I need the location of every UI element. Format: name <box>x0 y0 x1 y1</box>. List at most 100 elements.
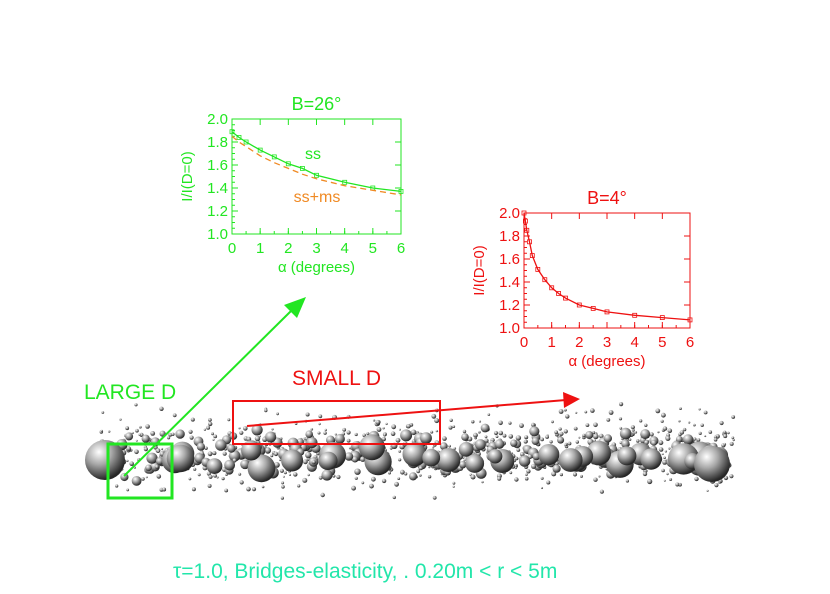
particle <box>101 411 105 414</box>
particle <box>564 443 567 447</box>
particle <box>606 418 611 422</box>
particle <box>334 433 345 444</box>
particle <box>150 431 156 436</box>
data-point <box>523 218 528 224</box>
particle <box>213 434 218 439</box>
particle <box>281 481 285 485</box>
particle <box>634 431 638 434</box>
particle <box>276 412 279 416</box>
particle <box>660 419 664 423</box>
particle <box>682 427 687 432</box>
particle <box>206 458 223 474</box>
y-tick-label: 1.0 <box>207 226 228 243</box>
data-point <box>398 188 404 194</box>
particle <box>529 426 540 437</box>
particle <box>666 472 669 476</box>
particle <box>143 447 148 452</box>
particle <box>307 473 310 477</box>
particle <box>167 436 171 440</box>
particle <box>617 446 637 466</box>
particle <box>162 487 167 492</box>
particle <box>145 424 150 429</box>
particle <box>723 430 727 434</box>
particle <box>459 461 467 469</box>
particle <box>288 473 292 476</box>
x-tick-label: 0 <box>228 240 236 257</box>
particle <box>346 438 351 443</box>
data-point <box>549 285 555 291</box>
particle <box>135 439 138 442</box>
particle <box>599 433 604 439</box>
particle <box>154 464 159 469</box>
data-point <box>590 305 596 311</box>
particle <box>698 431 702 435</box>
x-tick-label: 2 <box>284 240 292 257</box>
particle <box>247 454 276 483</box>
particle-ring-band <box>85 402 736 500</box>
x-tick-label: 3 <box>312 240 320 257</box>
particle <box>449 418 453 422</box>
particle <box>696 438 701 442</box>
particle <box>203 428 207 431</box>
particle <box>585 431 594 439</box>
particle <box>131 476 142 486</box>
particle <box>157 449 160 453</box>
particle <box>189 435 194 440</box>
particle <box>448 444 451 448</box>
plot-frame <box>231 118 402 235</box>
particle <box>723 475 729 481</box>
particle <box>658 440 664 446</box>
particle <box>593 477 598 482</box>
particle <box>508 421 512 425</box>
particle <box>678 482 682 487</box>
particle <box>510 439 518 447</box>
particle <box>212 451 217 456</box>
particle <box>115 484 119 488</box>
data-point <box>342 179 348 185</box>
particle <box>473 432 478 438</box>
particle <box>682 434 694 445</box>
particle <box>318 475 323 480</box>
data-point <box>257 147 263 153</box>
particle <box>246 436 252 442</box>
particle <box>618 417 623 421</box>
particle <box>228 450 241 462</box>
particle <box>410 429 417 436</box>
particle <box>161 447 164 451</box>
particle <box>372 419 376 422</box>
particle <box>196 442 205 451</box>
particle <box>723 434 728 439</box>
particle <box>371 476 376 482</box>
particle <box>495 435 499 438</box>
particle <box>251 487 257 492</box>
particle <box>461 433 469 441</box>
data-point <box>285 161 291 167</box>
particle <box>409 472 418 481</box>
particle <box>668 447 671 450</box>
particle <box>139 432 144 437</box>
particle <box>619 426 623 430</box>
particle <box>573 426 578 431</box>
particle <box>346 430 351 435</box>
particle <box>398 458 402 462</box>
particle <box>727 431 730 435</box>
particle <box>125 432 134 441</box>
particle <box>478 430 481 434</box>
particle <box>631 428 635 432</box>
particle <box>731 415 736 419</box>
particle <box>320 492 325 498</box>
x-axis-label: α (degrees) <box>568 353 645 370</box>
particle <box>431 413 437 419</box>
particle <box>655 408 661 414</box>
particle <box>526 469 531 474</box>
particle <box>471 420 475 424</box>
particle <box>484 435 488 439</box>
particle <box>310 428 314 431</box>
particle <box>540 437 544 442</box>
particle <box>394 481 399 487</box>
particle <box>334 433 337 436</box>
particle <box>603 434 613 443</box>
particle <box>126 488 130 492</box>
particle <box>224 459 236 471</box>
particle <box>675 435 683 443</box>
